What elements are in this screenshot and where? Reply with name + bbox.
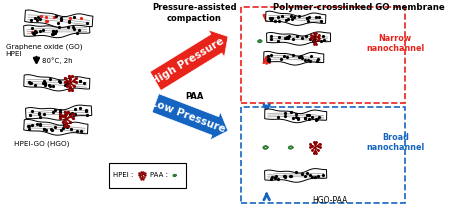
Polygon shape — [267, 32, 331, 45]
Text: Broad
nanochannel: Broad nanochannel — [366, 133, 425, 153]
Text: HPEI-GO (HGO): HPEI-GO (HGO) — [14, 141, 69, 147]
Polygon shape — [265, 109, 327, 123]
Bar — [241, 107, 405, 203]
Text: Graphene oxide (GO): Graphene oxide (GO) — [6, 43, 82, 50]
Text: HGO-PAA: HGO-PAA — [312, 196, 347, 205]
Text: PAA: PAA — [185, 92, 203, 101]
Text: Polymer-crosslinked GO membrane: Polymer-crosslinked GO membrane — [273, 3, 444, 12]
Text: HPEI: HPEI — [6, 51, 22, 57]
Polygon shape — [24, 23, 90, 38]
Text: Low Pressure: Low Pressure — [150, 97, 227, 134]
Text: Narrow
nanochannel: Narrow nanochannel — [366, 34, 425, 53]
Polygon shape — [24, 75, 90, 91]
Polygon shape — [264, 169, 327, 182]
Polygon shape — [264, 51, 324, 65]
Bar — [241, 7, 405, 103]
Polygon shape — [266, 11, 326, 25]
FancyArrow shape — [150, 30, 228, 91]
Bar — [109, 163, 187, 188]
Text: 80°C, 2h: 80°C, 2h — [42, 57, 73, 64]
Polygon shape — [25, 10, 93, 27]
FancyArrow shape — [152, 94, 228, 140]
Polygon shape — [25, 105, 92, 120]
Text: High Pressure: High Pressure — [150, 35, 226, 87]
Text: Pressure-assisted
compaction: Pressure-assisted compaction — [152, 3, 237, 23]
Text: PAA :: PAA : — [150, 172, 168, 177]
Text: HPEI :: HPEI : — [113, 172, 133, 177]
Polygon shape — [24, 119, 88, 135]
